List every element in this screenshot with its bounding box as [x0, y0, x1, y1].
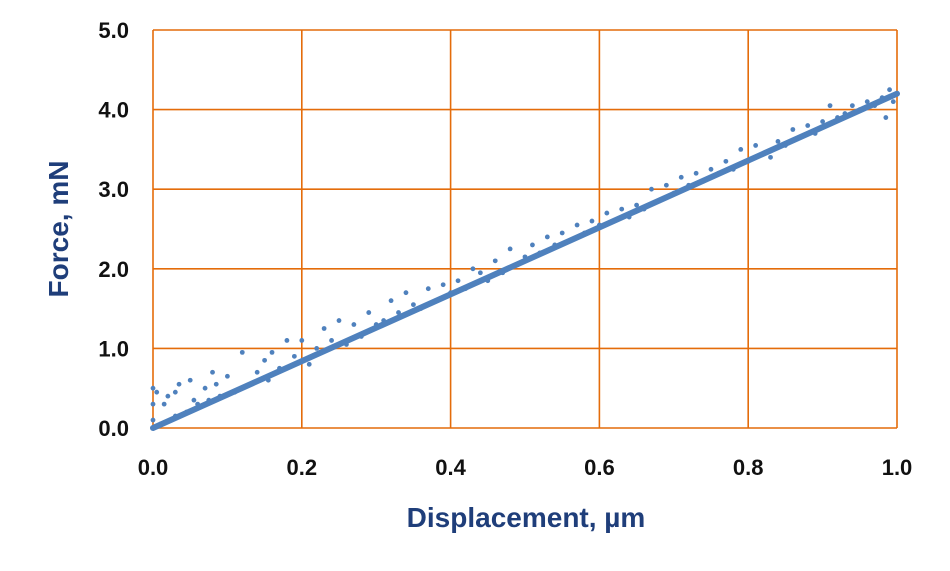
data-point	[574, 222, 580, 228]
x-tick-label: 1.0	[882, 455, 913, 480]
y-axis-title: Force, mN	[43, 161, 74, 298]
y-tick-label: 5.0	[98, 18, 129, 43]
data-point	[165, 393, 171, 399]
data-point	[329, 338, 334, 343]
data-point	[492, 258, 498, 264]
x-axis-title: Displacement, µm	[407, 502, 646, 533]
y-tick-label: 0.0	[98, 416, 129, 441]
data-point	[314, 346, 320, 351]
data-point	[849, 103, 855, 109]
data-point	[827, 103, 833, 109]
grid-layer	[152, 29, 898, 429]
x-tick-label: 0.6	[584, 455, 615, 480]
data-point	[172, 389, 178, 395]
data-point	[396, 310, 401, 315]
data-point	[299, 338, 305, 343]
data-point	[150, 417, 156, 423]
data-point	[693, 170, 699, 176]
x-tick-label: 0.8	[733, 455, 764, 480]
data-point	[187, 377, 193, 383]
data-point	[202, 385, 208, 391]
data-point	[663, 182, 669, 188]
data-point	[864, 99, 870, 105]
data-point	[775, 139, 781, 144]
data-point	[306, 361, 312, 367]
data-point	[805, 123, 811, 128]
data-point	[820, 119, 825, 124]
x-tick-label: 0.4	[435, 455, 466, 480]
data-point	[768, 154, 773, 160]
data-point	[411, 302, 416, 308]
data-point	[225, 373, 230, 379]
data-point	[366, 310, 372, 315]
x-tick-label: 0.2	[287, 455, 318, 480]
data-point	[161, 401, 167, 407]
data-point	[619, 206, 625, 212]
data-point	[321, 326, 327, 331]
data-point	[634, 202, 639, 208]
data-point	[239, 349, 245, 355]
data-point	[678, 174, 684, 180]
data-point	[254, 369, 260, 375]
data-point	[425, 286, 431, 292]
data-point	[507, 246, 513, 252]
data-point	[708, 166, 714, 172]
fit-line	[150, 90, 900, 431]
data-point	[284, 338, 290, 343]
data-point	[470, 266, 476, 272]
data-point	[269, 349, 275, 355]
data-point	[154, 389, 160, 395]
fit-line-layer	[150, 90, 900, 431]
data-point	[336, 318, 342, 323]
x-tick-labels: 0.0 0.2 0.4 0.6 0.8 1.0	[138, 455, 913, 480]
data-point	[150, 385, 156, 391]
data-point	[753, 143, 759, 148]
data-point	[210, 369, 215, 375]
y-tick-label: 2.0	[98, 257, 129, 282]
data-point	[723, 158, 729, 164]
data-point	[883, 115, 889, 120]
data-point	[887, 87, 892, 93]
data-point	[403, 290, 409, 296]
y-tick-label: 3.0	[98, 177, 129, 202]
data-point	[544, 234, 550, 240]
y-tick-label: 4.0	[98, 98, 129, 123]
data-point	[738, 147, 744, 152]
data-point	[176, 381, 182, 387]
data-point	[440, 282, 446, 288]
data-point	[291, 353, 297, 359]
data-point	[351, 322, 357, 327]
data-point	[559, 230, 565, 236]
data-point	[213, 381, 219, 387]
data-point	[649, 186, 654, 192]
y-tick-labels: 0.0 1.0 2.0 3.0 4.0 5.0	[98, 18, 129, 441]
data-point	[790, 127, 796, 132]
data-point	[890, 99, 896, 105]
data-point	[589, 218, 595, 224]
y-tick-label: 1.0	[98, 336, 129, 361]
x-tick-label: 0.0	[138, 455, 169, 480]
data-point	[262, 357, 267, 363]
data-point	[604, 210, 610, 216]
data-point	[191, 397, 197, 403]
data-point	[477, 270, 483, 276]
data-point	[150, 401, 156, 407]
data-point	[388, 298, 394, 304]
data-point	[530, 242, 535, 248]
data-point	[455, 278, 461, 284]
